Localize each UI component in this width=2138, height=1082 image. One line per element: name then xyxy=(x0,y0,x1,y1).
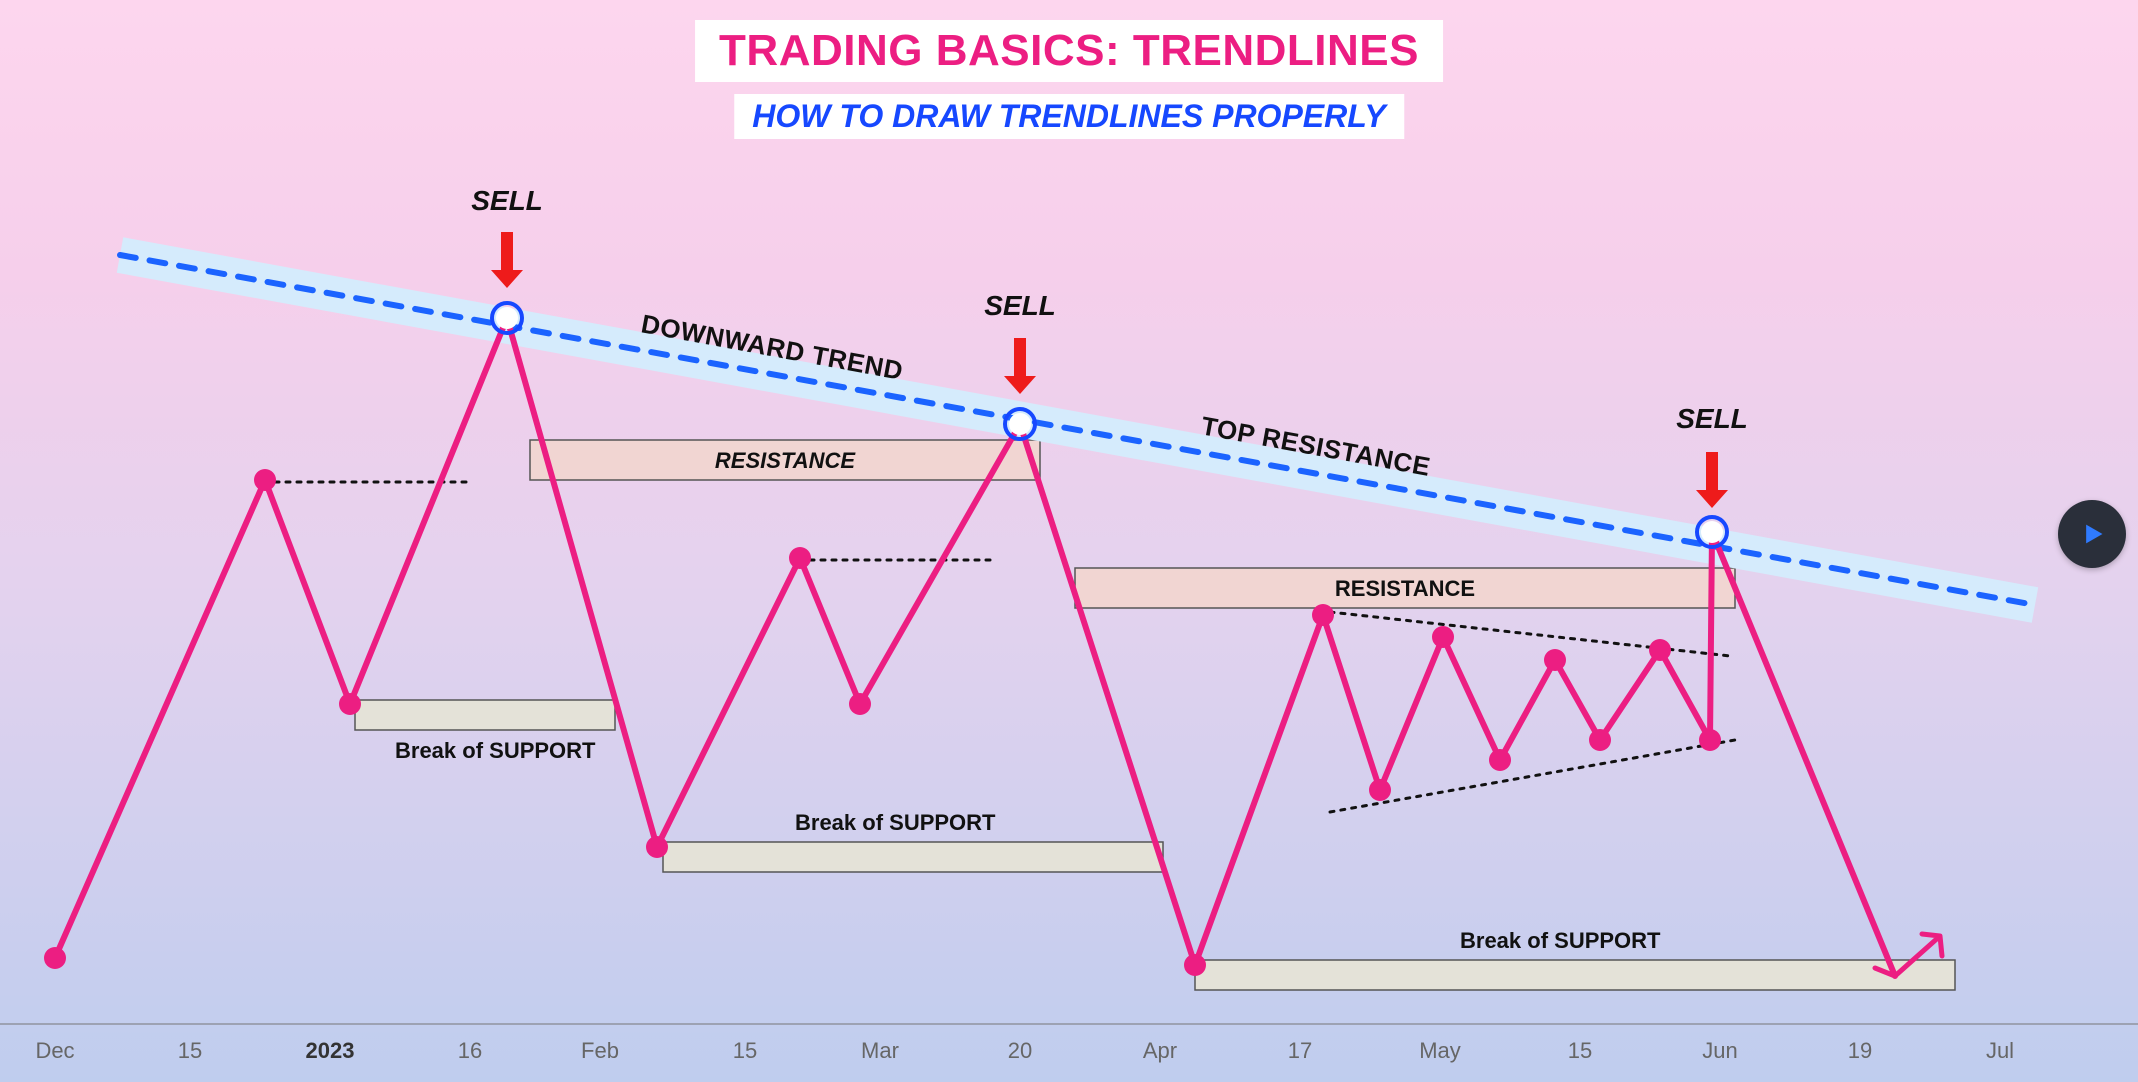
dotted-guide xyxy=(1330,740,1735,812)
axis-tick-label: 2023 xyxy=(306,1038,355,1063)
price-dot xyxy=(1544,649,1566,671)
axis-tick-label: Apr xyxy=(1143,1038,1177,1063)
zone-rect xyxy=(663,842,1163,872)
zone-label: RESISTANCE xyxy=(715,448,856,473)
zone-label: Break of SUPPORT xyxy=(395,738,596,763)
price-dot xyxy=(339,693,361,715)
sell-arrow-icon xyxy=(1696,452,1728,508)
sell-label: SELL xyxy=(471,185,543,216)
axis-tick-label: May xyxy=(1419,1038,1461,1063)
axis-tick-label: 15 xyxy=(178,1038,202,1063)
axis-tick-label: 19 xyxy=(1848,1038,1872,1063)
price-dot xyxy=(849,693,871,715)
sell-arrow-icon xyxy=(1004,338,1036,394)
play-icon xyxy=(2078,520,2106,548)
price-dot xyxy=(1649,639,1671,661)
price-dot xyxy=(1699,729,1721,751)
sell-arrow-icon xyxy=(491,232,523,288)
axis-tick-label: 15 xyxy=(733,1038,757,1063)
sell-label: SELL xyxy=(984,290,1056,321)
axis-tick-label: Feb xyxy=(581,1038,619,1063)
axis-tick-label: Jul xyxy=(1986,1038,2014,1063)
axis-tick-label: 16 xyxy=(458,1038,482,1063)
price-dot xyxy=(254,469,276,491)
price-dot xyxy=(1489,749,1511,771)
axis-tick-label: 15 xyxy=(1568,1038,1592,1063)
zone-rect xyxy=(1195,960,1955,990)
price-dot xyxy=(1432,626,1454,648)
axis-tick-label: Mar xyxy=(861,1038,899,1063)
zone-rect xyxy=(355,700,615,730)
price-dot xyxy=(1184,954,1206,976)
play-button[interactable] xyxy=(2058,500,2126,568)
chart-stage: TRADING BASICS: TRENDLINES HOW TO DRAW T… xyxy=(0,0,2138,1082)
axis-tick-label: 17 xyxy=(1288,1038,1312,1063)
price-dot xyxy=(1312,604,1334,626)
price-dot xyxy=(789,547,811,569)
axis-tick-label: 20 xyxy=(1008,1038,1032,1063)
sell-label: SELL xyxy=(1676,403,1748,434)
sell-marker-fill xyxy=(1701,521,1723,543)
zone-label: Break of SUPPORT xyxy=(1460,928,1661,953)
price-dot xyxy=(646,836,668,858)
price-dot xyxy=(1589,729,1611,751)
zone-label: RESISTANCE xyxy=(1335,576,1475,601)
axis-tick-label: Jun xyxy=(1702,1038,1737,1063)
sell-marker-fill xyxy=(496,307,518,329)
price-dot xyxy=(1369,779,1391,801)
zone-label: Break of SUPPORT xyxy=(795,810,996,835)
sell-marker-fill xyxy=(1009,413,1031,435)
trendline-chart: Dec 15 2023 16 Feb 15 Mar 20 Apr 17 May 15 Jun 19 Jul S… xyxy=(0,0,2138,1082)
axis-tick-label: Dec xyxy=(35,1038,74,1063)
price-dot xyxy=(44,947,66,969)
